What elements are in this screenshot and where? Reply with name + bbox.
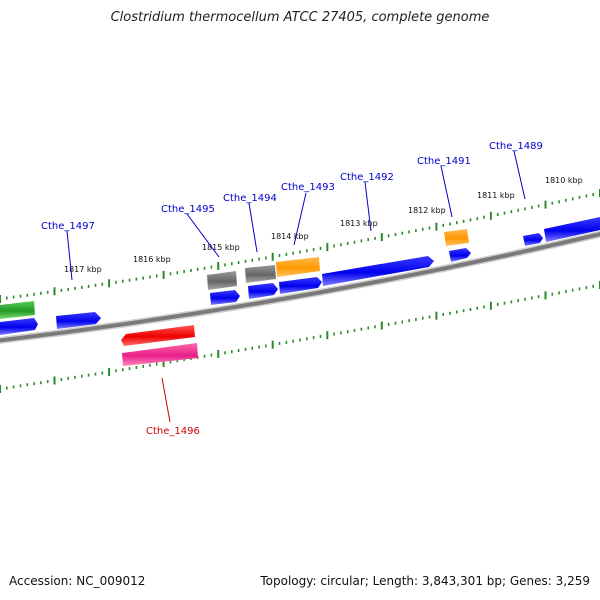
kbp-label-1813: 1813 kbp: [340, 219, 378, 228]
gene-label-cthe-1493[interactable]: Cthe_1493: [281, 182, 335, 193]
genome-summary-text: Topology: circular; Length: 3,843,301 bp…: [260, 574, 590, 588]
gene-cthe-1491-arrow[interactable]: [449, 248, 471, 262]
reverse-genes: [121, 325, 198, 366]
gene-left-edge-arrow[interactable]: [0, 318, 38, 335]
gene-label-cthe-1497[interactable]: Cthe_1497: [41, 221, 95, 232]
gene-cthe-1492-arrow[interactable]: [322, 256, 434, 286]
kbp-label-1817: 1817 kbp: [64, 265, 102, 274]
gene-cthe-1493-arrow[interactable]: [279, 277, 322, 294]
accession-text: Accession: NC_009012: [9, 574, 146, 588]
gene-label-cthe-1491[interactable]: Cthe_1491: [417, 156, 471, 167]
kbp-label-1816: 1816 kbp: [133, 255, 171, 264]
forward-genes: [0, 217, 600, 335]
kbp-label-1814: 1814 kbp: [271, 232, 309, 241]
gene-label-cthe-1489[interactable]: Cthe_1489: [489, 141, 543, 152]
kbp-label-1810: 1810 kbp: [545, 176, 583, 185]
gene-cthe-1488-arrow[interactable]: [544, 217, 600, 242]
gene-label-cthe-1495[interactable]: Cthe_1495: [161, 204, 215, 215]
gene-labels: Cthe_1489 Cthe_1491 Cthe_1492 Cthe_1493 …: [41, 141, 543, 437]
gene-label-cthe-1496[interactable]: Cthe_1496: [146, 426, 200, 437]
kbp-label-1815: 1815 kbp: [202, 243, 240, 252]
gene-cthe-1491-orange-feature[interactable]: [444, 229, 469, 246]
gene-cthe-1496-red-arrow[interactable]: [121, 325, 195, 346]
tick-row-forward: [0, 189, 600, 303]
gene-cthe-1493-orange-feature[interactable]: [276, 257, 320, 277]
gene-cthe-1489-arrow[interactable]: [523, 233, 543, 246]
gene-left-edge-green-feature[interactable]: [0, 301, 35, 319]
gene-cthe-1494-arrow[interactable]: [248, 283, 278, 299]
genome-backbone: [0, 230, 600, 344]
gene-label-cthe-1492[interactable]: Cthe_1492: [340, 172, 394, 183]
kbp-label-1812: 1812 kbp: [408, 206, 446, 215]
gene-label-cthe-1494[interactable]: Cthe_1494: [223, 193, 277, 204]
gene-cthe-1496-magenta-feature[interactable]: [122, 343, 198, 366]
label-leader-lines: [66, 150, 526, 423]
kbp-label-1811: 1811 kbp: [477, 191, 515, 200]
map-title: Clostridium thermocellum ATCC 27405, com…: [110, 10, 490, 25]
gene-cthe-1495-gray-feature[interactable]: [207, 271, 237, 290]
gene-cthe-1494-gray-feature[interactable]: [245, 265, 276, 283]
gene-cthe-1495-arrow[interactable]: [210, 290, 240, 305]
gene-cthe-1497-arrow[interactable]: [56, 312, 101, 329]
kbp-labels: 1810 kbp 1811 kbp 1812 kbp 1813 kbp 1814…: [64, 176, 583, 274]
